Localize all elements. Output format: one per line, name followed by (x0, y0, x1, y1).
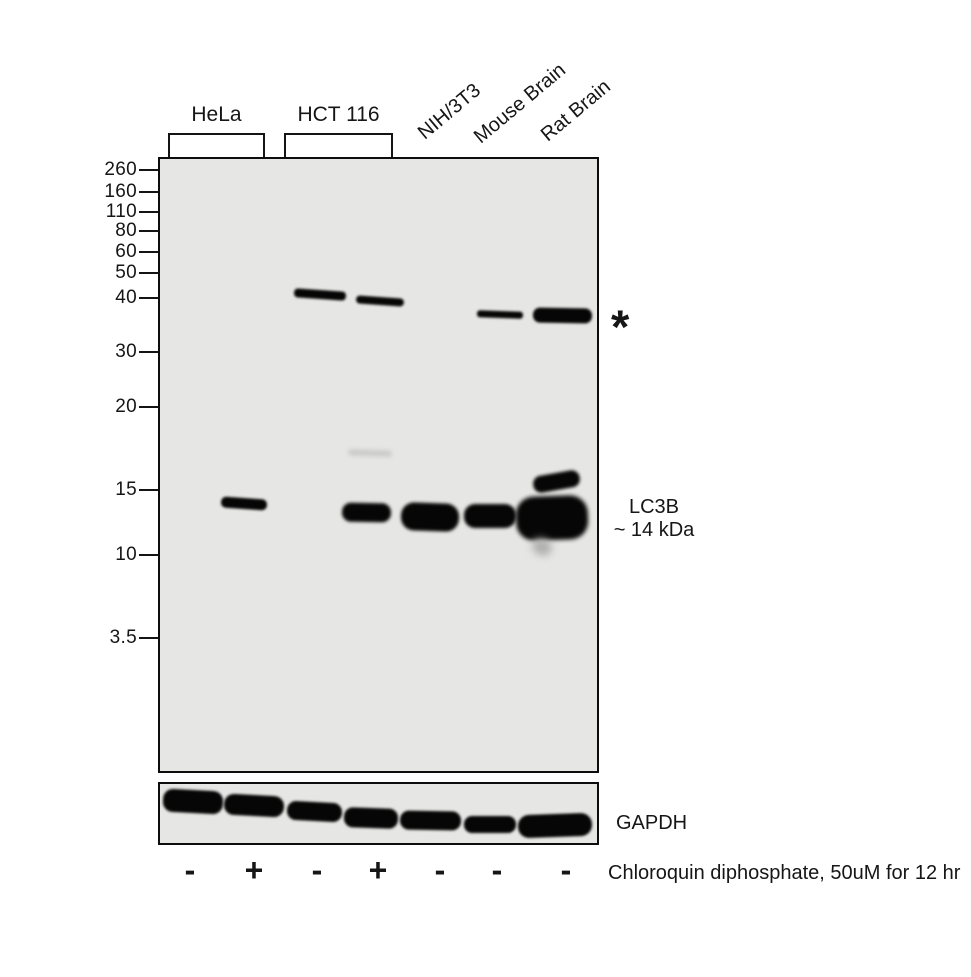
target-name: LC3B (628, 496, 680, 518)
mw-marker-tick (139, 230, 158, 232)
protein-band (220, 496, 268, 511)
lane-group-label-hct116: HCT 116 (297, 103, 380, 126)
treatment-symbol: - (434, 851, 446, 888)
lane-group-bracket-hela (168, 133, 265, 158)
mw-marker-label: 260 (104, 159, 137, 180)
protein-band (286, 800, 343, 823)
mw-marker-tick (139, 489, 158, 491)
treatment-symbol: - (311, 851, 323, 888)
protein-band (343, 807, 399, 829)
lc3b-blot-panel (158, 157, 599, 773)
mw-marker-label: 20 (115, 396, 137, 417)
mw-marker-label: 60 (115, 241, 137, 262)
target-annotation: LC3B ~ 14 kDa (602, 496, 706, 542)
protein-band (517, 812, 593, 839)
treatment-label: Chloroquin diphosphate, 50uM for 12 hr (608, 862, 961, 884)
mw-marker-label: 30 (115, 341, 137, 362)
mw-marker-tick (139, 191, 158, 193)
protein-band (347, 449, 393, 457)
protein-band (400, 501, 460, 533)
protein-band (293, 288, 347, 301)
mw-marker-label: 160 (104, 181, 137, 202)
protein-band (531, 469, 582, 494)
treatment-symbol: + (244, 851, 264, 888)
nonspecific-band-asterisk: * (611, 300, 630, 353)
loading-control-label: GAPDH (616, 812, 688, 834)
protein-band (476, 310, 524, 319)
mw-marker-label: 110 (105, 201, 137, 222)
treatment-symbol: - (560, 851, 572, 888)
protein-band (355, 295, 405, 307)
gapdh-blot-panel (158, 782, 599, 845)
protein-band (223, 793, 285, 818)
mw-marker-tick (139, 351, 158, 353)
target-mw: ~ 14 kDa (613, 519, 695, 541)
lane-group-bracket-hct116 (284, 133, 393, 158)
mw-marker-tick (139, 211, 158, 213)
mw-marker-tick (139, 251, 158, 253)
treatment-symbol: - (491, 851, 503, 888)
mw-marker-label: 10 (115, 544, 137, 565)
mw-marker-tick (139, 637, 158, 639)
protein-band (341, 502, 392, 523)
mw-marker-tick (139, 169, 158, 171)
protein-band (515, 494, 589, 542)
protein-band (399, 810, 462, 831)
mw-marker-tick (139, 554, 158, 556)
protein-band (464, 504, 516, 528)
mw-marker-label: 3.5 (109, 627, 137, 648)
mw-marker-label: 40 (115, 287, 137, 308)
protein-band (162, 788, 224, 815)
mw-marker-label: 80 (115, 220, 137, 241)
treatment-symbol: + (368, 851, 388, 888)
lane-group-label-hela: HeLa (191, 103, 242, 126)
mw-marker-tick (139, 406, 158, 408)
mw-marker-label: 15 (115, 479, 137, 500)
mw-marker-label: 50 (115, 262, 137, 283)
mw-marker-tick (139, 272, 158, 274)
treatment-symbol: - (184, 851, 196, 888)
mw-marker-tick (139, 297, 158, 299)
protein-band (464, 816, 516, 833)
protein-band (532, 307, 593, 324)
